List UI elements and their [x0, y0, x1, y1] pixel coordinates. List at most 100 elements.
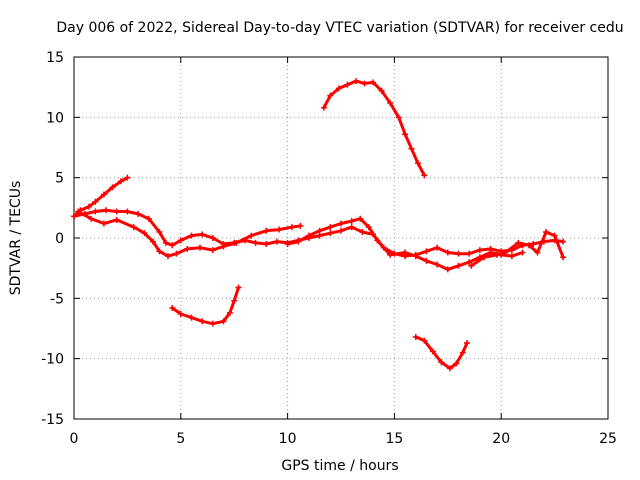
y-tick-label: 5	[55, 171, 64, 187]
y-tick-label: 0	[55, 231, 64, 247]
series-line	[322, 79, 426, 177]
y-tick-label: -5	[50, 291, 64, 307]
data-point	[423, 248, 430, 255]
data-point	[169, 242, 176, 249]
data-point	[288, 224, 295, 231]
data-point	[145, 215, 152, 222]
data-point	[466, 259, 473, 266]
series-line	[76, 210, 302, 258]
data-point	[464, 339, 471, 346]
data-point	[263, 241, 270, 248]
data-point	[327, 224, 334, 231]
chart-title: Day 006 of 2022, Sidereal Day-to-day VTE…	[56, 20, 623, 36]
data-point	[421, 172, 428, 179]
data-point	[508, 253, 515, 260]
series-line	[286, 217, 525, 271]
data-point	[481, 254, 488, 261]
y-tick-label: -10	[41, 352, 64, 368]
data-point	[453, 360, 460, 367]
data-point	[543, 228, 550, 235]
data-point	[534, 249, 541, 256]
data-point	[344, 81, 351, 88]
series-line	[170, 286, 240, 326]
series-line	[469, 230, 565, 268]
data-point	[177, 311, 184, 318]
x-tick-label: 20	[492, 431, 510, 447]
series-arc-f	[169, 284, 242, 327]
x-tick-label: 15	[385, 431, 403, 447]
data-point	[327, 92, 334, 99]
x-tick-label: 10	[279, 431, 297, 447]
series-arc-b	[71, 207, 567, 260]
data-point	[560, 238, 567, 245]
axis-ticks: 0 5 10 15 20 25 -15 -10 -5 0 5 10 15	[41, 50, 617, 447]
data-point	[220, 318, 227, 325]
data-point	[387, 251, 394, 258]
data-point	[113, 208, 120, 215]
data-point	[305, 232, 312, 239]
data-point	[359, 228, 366, 235]
data-point	[348, 224, 355, 231]
data-point	[109, 184, 116, 191]
data-point	[130, 224, 137, 231]
data-point	[117, 178, 124, 185]
data-point	[92, 208, 99, 215]
data-point	[173, 250, 180, 257]
series-arc-c	[75, 208, 304, 260]
data-series	[71, 78, 567, 372]
data-point	[551, 232, 558, 239]
data-point	[327, 230, 334, 237]
data-point	[85, 203, 92, 210]
data-point	[273, 238, 280, 245]
data-point	[414, 160, 421, 167]
data-point	[412, 253, 419, 260]
data-point	[100, 191, 107, 198]
data-point	[263, 227, 270, 234]
data-point	[220, 243, 227, 250]
data-point	[444, 249, 451, 256]
data-point	[502, 249, 509, 256]
data-point	[197, 244, 204, 251]
data-point	[320, 104, 327, 111]
data-point	[338, 227, 344, 234]
data-point	[370, 79, 377, 86]
data-point	[209, 247, 216, 254]
data-point	[75, 208, 82, 215]
series-line	[414, 335, 469, 370]
data-point	[141, 230, 148, 237]
data-point	[412, 333, 419, 340]
data-point	[199, 231, 206, 238]
data-point	[71, 213, 77, 220]
data-point	[365, 224, 372, 231]
data-point	[297, 222, 304, 229]
data-point	[156, 248, 163, 255]
data-point	[209, 320, 216, 327]
data-point	[276, 226, 283, 233]
data-point	[156, 228, 163, 235]
data-point	[169, 304, 176, 311]
data-point	[252, 239, 259, 246]
data-point	[231, 297, 238, 304]
data-point	[434, 261, 441, 268]
data-point	[184, 245, 191, 252]
data-point	[248, 232, 255, 239]
data-point	[188, 232, 195, 239]
data-point	[468, 262, 475, 269]
data-point	[352, 78, 359, 85]
data-point	[209, 235, 216, 241]
data-point	[493, 251, 500, 258]
data-point	[88, 215, 95, 222]
data-point	[423, 257, 430, 264]
data-point	[164, 253, 171, 260]
data-point	[357, 215, 364, 222]
data-point	[188, 314, 195, 321]
data-point	[361, 80, 368, 87]
series-arc-d	[284, 215, 526, 273]
data-point	[455, 250, 462, 257]
grid-lines	[74, 57, 608, 419]
data-point	[135, 210, 142, 217]
data-point	[124, 208, 131, 215]
x-tick-label: 25	[599, 431, 617, 447]
data-point	[103, 207, 110, 214]
